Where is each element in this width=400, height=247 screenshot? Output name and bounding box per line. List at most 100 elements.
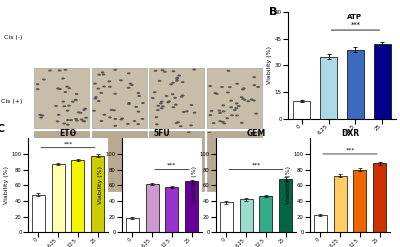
- Circle shape: [175, 78, 179, 80]
- Circle shape: [209, 181, 212, 183]
- X-axis label: PDHi (μM): PDHi (μM): [326, 138, 358, 144]
- Y-axis label: Viability (%): Viability (%): [286, 166, 291, 204]
- Circle shape: [208, 175, 211, 177]
- Circle shape: [190, 104, 193, 106]
- Circle shape: [246, 100, 250, 102]
- Circle shape: [160, 101, 164, 103]
- Circle shape: [130, 146, 134, 148]
- Circle shape: [119, 118, 123, 121]
- Circle shape: [67, 177, 70, 179]
- Circle shape: [198, 162, 202, 164]
- Circle shape: [189, 124, 193, 126]
- Circle shape: [60, 168, 64, 171]
- Circle shape: [110, 166, 113, 168]
- Circle shape: [114, 185, 117, 187]
- Circle shape: [64, 91, 67, 93]
- Circle shape: [172, 150, 176, 152]
- Circle shape: [127, 72, 130, 74]
- Circle shape: [81, 171, 84, 173]
- Circle shape: [213, 92, 217, 94]
- Circle shape: [84, 108, 87, 110]
- Circle shape: [215, 93, 219, 95]
- Circle shape: [220, 86, 224, 88]
- Circle shape: [36, 83, 40, 85]
- Circle shape: [124, 185, 128, 187]
- Circle shape: [150, 165, 154, 167]
- Circle shape: [176, 133, 180, 135]
- Text: ***: ***: [350, 21, 360, 27]
- Circle shape: [233, 109, 236, 111]
- Circle shape: [134, 135, 137, 137]
- Circle shape: [172, 70, 175, 72]
- Circle shape: [221, 104, 225, 106]
- Circle shape: [75, 120, 79, 122]
- Circle shape: [245, 138, 248, 140]
- Circle shape: [192, 68, 196, 71]
- Circle shape: [62, 123, 66, 124]
- Circle shape: [239, 161, 242, 163]
- Circle shape: [220, 175, 223, 177]
- Circle shape: [177, 75, 181, 77]
- Circle shape: [102, 114, 106, 116]
- Circle shape: [112, 109, 116, 111]
- Circle shape: [240, 96, 244, 98]
- Circle shape: [230, 174, 234, 176]
- Circle shape: [37, 138, 41, 140]
- Circle shape: [45, 172, 48, 174]
- Bar: [166, 187, 178, 232]
- Circle shape: [61, 171, 64, 173]
- Circle shape: [161, 69, 164, 71]
- Bar: [354, 170, 366, 232]
- Circle shape: [36, 142, 40, 144]
- Text: Cis (+): Cis (+): [1, 99, 23, 104]
- Circle shape: [208, 132, 211, 134]
- Circle shape: [165, 95, 168, 97]
- Circle shape: [185, 154, 189, 156]
- Circle shape: [156, 182, 160, 184]
- Bar: [374, 44, 391, 119]
- Circle shape: [62, 101, 65, 103]
- Bar: [293, 101, 310, 119]
- Bar: [186, 181, 198, 232]
- Circle shape: [219, 149, 223, 151]
- Circle shape: [92, 110, 96, 112]
- Circle shape: [153, 91, 157, 93]
- Circle shape: [240, 136, 244, 138]
- Circle shape: [54, 158, 57, 160]
- Bar: [220, 203, 232, 232]
- Circle shape: [255, 138, 259, 141]
- Circle shape: [169, 83, 173, 85]
- Circle shape: [141, 102, 145, 104]
- Circle shape: [166, 163, 170, 165]
- Circle shape: [112, 170, 116, 172]
- Circle shape: [224, 149, 228, 152]
- Circle shape: [81, 141, 85, 143]
- Circle shape: [181, 94, 185, 97]
- Circle shape: [248, 160, 252, 162]
- Circle shape: [209, 149, 212, 151]
- Circle shape: [129, 170, 132, 172]
- Circle shape: [165, 152, 169, 154]
- Circle shape: [97, 74, 101, 76]
- Circle shape: [39, 117, 43, 119]
- Circle shape: [71, 174, 74, 176]
- Circle shape: [225, 117, 229, 119]
- Text: ATP: ATP: [347, 15, 362, 21]
- Bar: [260, 196, 272, 232]
- Circle shape: [57, 186, 61, 189]
- Circle shape: [158, 186, 162, 188]
- Circle shape: [250, 183, 254, 185]
- Circle shape: [135, 156, 139, 158]
- Circle shape: [54, 105, 58, 107]
- Circle shape: [93, 188, 97, 190]
- Circle shape: [210, 181, 214, 183]
- Circle shape: [108, 168, 112, 170]
- Circle shape: [243, 99, 246, 101]
- Bar: [34, 131, 90, 191]
- Circle shape: [101, 71, 104, 73]
- Circle shape: [197, 152, 201, 154]
- Bar: [72, 160, 84, 232]
- Circle shape: [167, 101, 171, 103]
- Bar: [280, 179, 292, 232]
- Circle shape: [164, 184, 168, 186]
